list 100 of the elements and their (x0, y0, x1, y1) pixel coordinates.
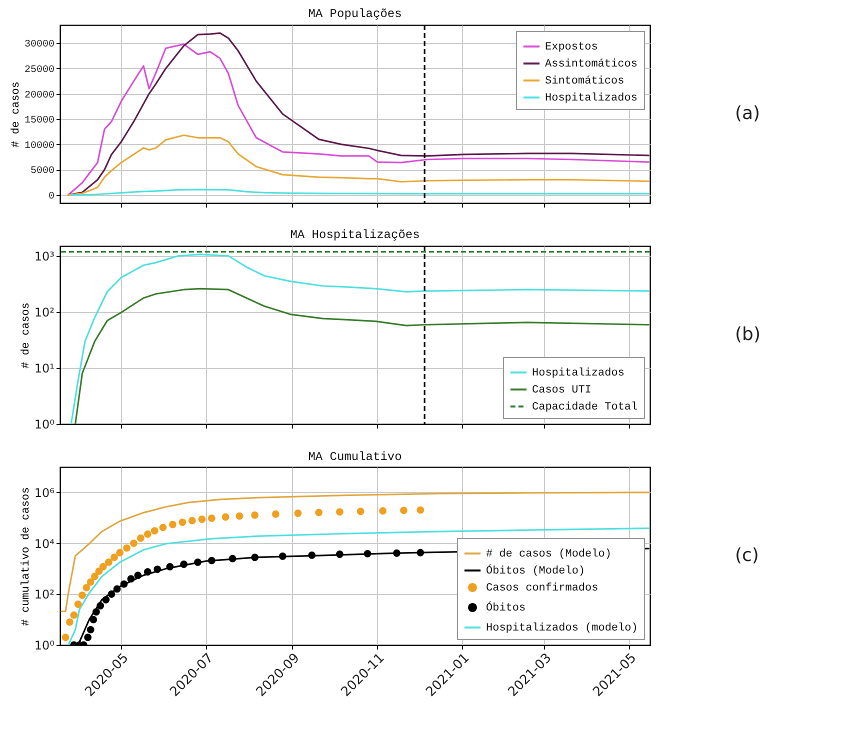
y-tick-label: 5000 (30, 166, 54, 178)
legend-label: Óbitos (486, 600, 526, 614)
point (113, 585, 121, 593)
point (90, 616, 98, 624)
legend-label: Óbitos (Modelo) (486, 564, 586, 578)
point (198, 516, 206, 523)
point (86, 626, 94, 634)
line-series (60, 492, 650, 612)
point (144, 568, 152, 576)
legend-label: # de casos (Modelo) (486, 548, 612, 560)
point (144, 530, 152, 538)
y-tick-label: 25000 (24, 64, 54, 76)
point (130, 540, 138, 547)
point (251, 554, 259, 562)
point (99, 563, 107, 570)
point (108, 590, 116, 598)
point (169, 520, 176, 528)
point (95, 567, 103, 575)
point (178, 518, 186, 526)
point (84, 634, 92, 642)
point (110, 554, 118, 562)
point (356, 508, 364, 516)
point (154, 566, 162, 573)
point (315, 508, 323, 516)
y-axis-title: # de casos (10, 81, 22, 148)
legend-label: Hospitalizados (532, 368, 624, 380)
point (96, 602, 104, 610)
point (272, 510, 280, 518)
legend-label: Hospitalizados (modelo) (486, 622, 638, 634)
y-tick-label: 10¹ (34, 361, 55, 376)
legend-label: Hospitalizados (545, 92, 638, 104)
y-tick-label: 10⁰ (34, 638, 55, 652)
text: (c) (735, 545, 759, 566)
y-tick-label: 30000 (24, 40, 54, 51)
line-series (68, 134, 650, 196)
point (86, 578, 94, 586)
point (336, 550, 344, 558)
y-axis-title: # de casos (20, 302, 32, 369)
point (120, 580, 128, 588)
point (91, 572, 98, 580)
point (104, 558, 112, 566)
point (364, 550, 372, 558)
chart-title: MA Populações (308, 7, 402, 22)
point (294, 510, 302, 517)
y-tick-label: 10² (34, 305, 55, 320)
point (400, 506, 408, 514)
point (102, 596, 110, 604)
point (278, 552, 286, 560)
point (416, 506, 424, 514)
legend-label: Casos UTI (532, 384, 592, 396)
point (393, 549, 400, 557)
point (74, 600, 82, 608)
legend-label: Sintomáticos (545, 76, 624, 88)
point (150, 527, 158, 534)
point (336, 508, 344, 516)
line-series (70, 254, 650, 424)
y-tick-label: 10⁶ (34, 486, 55, 500)
point (180, 560, 188, 568)
chart-title: MA Hospitalizações (290, 228, 420, 242)
point (123, 544, 130, 552)
point (379, 507, 387, 515)
point (208, 556, 216, 564)
point (116, 548, 124, 556)
y-tick-label: 10³ (34, 249, 55, 264)
y-tick-label: 0 (48, 191, 54, 202)
point (222, 513, 230, 521)
chart-title: MA Cumulativo (308, 450, 402, 464)
point (166, 563, 174, 570)
y-tick-label: 15000 (24, 116, 54, 127)
y-tick-label: 10² (34, 588, 55, 602)
point (208, 514, 216, 522)
point (66, 618, 74, 626)
point (82, 584, 90, 592)
legend-label: Casos confirmados (486, 582, 598, 594)
point (236, 512, 244, 520)
point (62, 634, 70, 642)
y-tick-label: 20000 (24, 90, 54, 102)
point (251, 511, 259, 519)
point (159, 524, 167, 532)
point (92, 608, 100, 616)
text: (b) (735, 324, 760, 345)
legend-label: Expostos (545, 42, 598, 54)
point (127, 575, 135, 583)
y-tick-label: 10000 (24, 140, 54, 152)
point (134, 572, 142, 580)
y-tick-label: 10⁴ (34, 536, 55, 551)
point (78, 592, 86, 600)
legend-label: Capacidade Total (532, 402, 638, 414)
point (416, 548, 424, 556)
y-tick-label: 10⁰ (34, 418, 55, 432)
point (137, 534, 144, 542)
line-series (74, 288, 650, 424)
point (308, 552, 316, 559)
legend-label: Assintomáticos (545, 58, 638, 70)
point (228, 554, 236, 562)
point (188, 516, 196, 524)
line-series (68, 527, 650, 645)
text: (a) (735, 103, 760, 124)
y-axis-title: # cumulativo de casos (20, 487, 32, 626)
point (194, 558, 202, 566)
